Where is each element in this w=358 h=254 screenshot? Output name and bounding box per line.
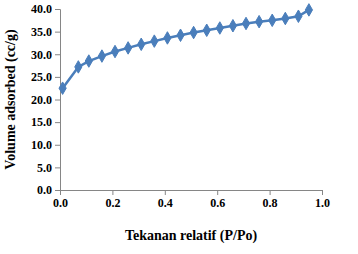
marker	[85, 55, 92, 67]
tick-mark	[270, 190, 271, 195]
tick-mark	[55, 190, 60, 191]
tick-label: 20.0	[31, 93, 52, 107]
y-axis: 0.0 5.0 10.0 15.0 20.0 25.0 30.0 35.0 40.0	[31, 2, 61, 197]
tick-mark	[55, 32, 60, 33]
marker	[190, 26, 197, 38]
marker	[295, 10, 302, 22]
marker	[229, 19, 236, 31]
x-axis: 0.0 0.2 0.4 0.6 0.8 1.0	[53, 190, 330, 210]
marker	[282, 12, 289, 24]
tick: 10.0	[31, 138, 60, 152]
tick: 20.0	[31, 93, 60, 107]
axis-line	[55, 10, 61, 191]
marker	[98, 50, 105, 62]
tick-label: 30.0	[31, 48, 52, 62]
tick-label: 10.0	[31, 138, 52, 152]
x-axis-title: Tekanan relatif (P/Po)	[125, 228, 258, 244]
tick-label: 1.0	[315, 196, 330, 210]
tick: 35.0	[31, 25, 60, 39]
tick-mark	[55, 167, 60, 168]
tick: 40.0	[31, 2, 60, 16]
marker	[203, 24, 210, 36]
tick-label: 35.0	[31, 25, 52, 39]
marker	[138, 38, 145, 50]
series	[59, 4, 312, 95]
tick: 0.0	[37, 183, 60, 197]
line	[63, 10, 309, 88]
tick: 25.0	[31, 70, 60, 84]
tick: 0.0	[53, 190, 68, 210]
tick-label: 0.0	[37, 183, 52, 197]
marker	[305, 4, 312, 16]
tick-mark	[55, 122, 60, 123]
marker	[164, 32, 171, 44]
marker	[269, 14, 276, 26]
tick-label: 0.6	[210, 196, 225, 210]
tick: 0.4	[158, 190, 173, 210]
tick-mark	[55, 77, 60, 78]
tick-label: 0.0	[53, 196, 68, 210]
marker	[177, 29, 184, 41]
marker	[111, 45, 118, 57]
tick-label: 15.0	[31, 115, 52, 129]
marker	[125, 42, 132, 54]
tick: 0.8	[263, 190, 278, 210]
axis-line	[61, 191, 323, 196]
tick-mark	[55, 54, 60, 55]
tick: 30.0	[31, 48, 60, 62]
plot-area: 0.0 0.2 0.4 0.6 0.8 1.0 0.0 5.0 10.0 15.0 20.0 25.0…	[31, 2, 330, 209]
tick-label: 0.8	[263, 196, 278, 210]
tick-mark	[55, 145, 60, 146]
tick-label: 40.0	[31, 2, 52, 16]
marker	[216, 22, 223, 34]
tick-label: 5.0	[37, 161, 52, 175]
tick: 0.6	[210, 190, 225, 210]
tick: 5.0	[37, 161, 60, 175]
tick: 1.0	[315, 190, 330, 210]
tick-label: 0.4	[158, 196, 173, 210]
marker	[242, 17, 249, 29]
marker	[59, 82, 66, 94]
tick-mark	[217, 190, 218, 195]
tick-mark	[112, 190, 113, 195]
marker	[75, 61, 82, 73]
y-axis-title: Volume adsorbed (cc/g)	[3, 29, 19, 170]
marker	[256, 15, 263, 27]
tick-mark	[322, 190, 323, 195]
tick-mark	[55, 100, 60, 101]
tick-label: 25.0	[31, 70, 52, 84]
tick-label: 0.2	[105, 196, 120, 210]
chart: 0.0 0.2 0.4 0.6 0.8 1.0 0.0 5.0 10.0 15.0 20.0 25.0…	[0, 0, 358, 254]
tick-mark	[165, 190, 166, 195]
tick-mark	[55, 9, 60, 10]
tick: 0.2	[105, 190, 120, 210]
tick: 15.0	[31, 115, 60, 129]
marker	[151, 35, 158, 47]
